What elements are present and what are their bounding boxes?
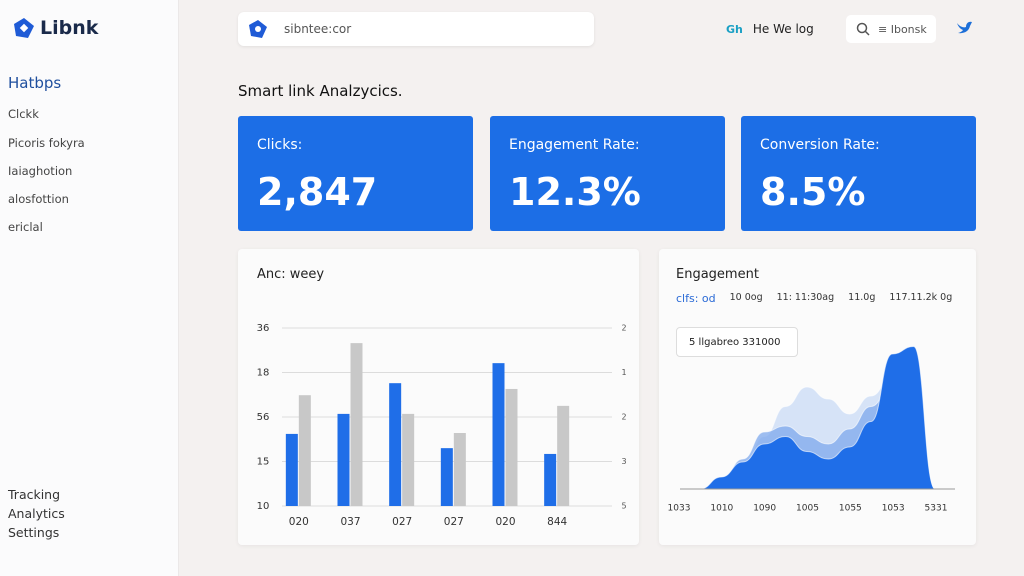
panel-title: Anc: weey bbox=[257, 267, 325, 282]
search-bar[interactable]: sibntee:cor bbox=[238, 12, 594, 46]
header-item: 11.0g bbox=[848, 292, 876, 303]
search-icon bbox=[249, 20, 267, 38]
nav-item[interactable]: ericlal bbox=[8, 220, 43, 234]
x-tick-label: 1053 bbox=[882, 504, 905, 514]
y2-tick-label: 3 bbox=[621, 457, 626, 466]
x-tick-label: 1010 bbox=[710, 504, 733, 514]
page-heading: Smart link Analzycics. bbox=[238, 82, 403, 100]
x-tick-label: 1055 bbox=[839, 504, 862, 514]
user-badge: Gh bbox=[726, 22, 743, 36]
bar bbox=[557, 405, 570, 506]
logo-icon bbox=[14, 18, 34, 38]
y2-tick-label: 2 bbox=[621, 413, 626, 422]
nav-item[interactable]: Iaiaghotion bbox=[8, 164, 73, 178]
bird-icon[interactable] bbox=[955, 18, 973, 36]
header-item: 117.11.2k 0g bbox=[889, 292, 953, 303]
footer-link[interactable]: Settings bbox=[8, 525, 60, 540]
bar bbox=[544, 453, 557, 506]
x-tick-label: 020 bbox=[495, 516, 515, 528]
bar bbox=[492, 363, 505, 506]
bar bbox=[389, 383, 402, 506]
nav-item[interactable]: Picoris fokyra bbox=[8, 136, 85, 150]
stat-card: Conversion Rate: 8.5% bbox=[741, 116, 976, 231]
x-tick-label: 027 bbox=[392, 516, 412, 528]
stat-label: Conversion Rate: bbox=[760, 137, 880, 153]
search-text: sibntee:cor bbox=[284, 22, 352, 36]
area-panel: Engagement clfs: od 10 0og 11: 11:30ag 1… bbox=[659, 249, 976, 545]
y-tick-label: 15 bbox=[257, 457, 270, 468]
bar bbox=[285, 433, 298, 506]
logo[interactable]: Libnk bbox=[12, 16, 98, 40]
y-tick-label: 10 bbox=[257, 501, 270, 512]
sidebar: Libnk Hatbps Clckk Picoris fokyra Iaiagh… bbox=[0, 0, 179, 576]
footer-link[interactable]: Analytics bbox=[8, 506, 65, 521]
stat-value: 8.5% bbox=[760, 170, 866, 214]
bar bbox=[337, 413, 350, 506]
area-chart: 1033 1010 1090 1005 1055 1053 5331 bbox=[668, 345, 955, 514]
nav-item[interactable]: Clckk bbox=[8, 107, 39, 121]
stat-value: 2,847 bbox=[257, 170, 378, 214]
header-item: clfs: od bbox=[676, 292, 716, 305]
logo-text: Libnk bbox=[40, 17, 99, 39]
stat-card: Engagement Rate: 12.3% bbox=[490, 116, 725, 231]
bar bbox=[298, 395, 311, 506]
bar-chart: 10 15 56 18 36 5 3 2 1 2 020 037 027 027 020 844 bbox=[257, 323, 627, 528]
user-name: He We log bbox=[752, 22, 814, 36]
area bbox=[699, 345, 936, 490]
user-menu[interactable]: Gh He We log bbox=[726, 22, 814, 36]
bar bbox=[440, 448, 453, 506]
chart-header: clfs: od 10 0og 11: 11:30ag 11.0g 117.11… bbox=[676, 292, 952, 305]
bar bbox=[505, 388, 518, 506]
x-tick-label: 027 bbox=[444, 516, 464, 528]
magnifier-icon bbox=[856, 22, 870, 36]
secondary-search[interactable]: ≡ Ibonsk bbox=[846, 15, 936, 43]
y-tick-label: 18 bbox=[257, 368, 270, 379]
header-item: 10 0og bbox=[729, 292, 763, 303]
stat-label: Engagement Rate: bbox=[509, 137, 640, 153]
x-tick-label: 037 bbox=[340, 516, 360, 528]
stat-label: Clicks: bbox=[257, 137, 303, 153]
stat-value: 12.3% bbox=[509, 170, 641, 214]
x-tick-label: 1005 bbox=[796, 504, 819, 514]
header-item: 11: 11:30ag bbox=[776, 292, 835, 303]
footer-link[interactable]: Tracking bbox=[8, 487, 61, 502]
bar bbox=[402, 413, 415, 506]
x-tick-label: 1033 bbox=[668, 504, 691, 514]
y-tick-label: 56 bbox=[257, 412, 270, 423]
x-tick-label: 5331 bbox=[925, 504, 948, 514]
y2-tick-label: 2 bbox=[621, 324, 626, 333]
bar bbox=[453, 433, 466, 506]
x-tick-label: 1090 bbox=[753, 504, 776, 514]
y-tick-label: 36 bbox=[257, 323, 270, 334]
x-tick-label: 844 bbox=[547, 516, 567, 528]
bar-panel: Anc: weey 10 15 56 18 36 5 3 2 1 2 020 037 027 027 020… bbox=[238, 249, 639, 545]
tooltip: 5 llgabreo 331000 bbox=[676, 327, 798, 357]
secondary-search-text: ≡ Ibonsk bbox=[878, 22, 927, 36]
y2-tick-label: 5 bbox=[621, 502, 626, 511]
x-tick-label: 020 bbox=[289, 516, 309, 528]
nav-item[interactable]: Hatbps bbox=[8, 74, 62, 92]
bar bbox=[350, 343, 363, 506]
y2-tick-label: 1 bbox=[621, 368, 626, 377]
panel-title: Engagement bbox=[676, 267, 759, 282]
stat-card: Clicks: 2,847 bbox=[238, 116, 473, 231]
nav-item[interactable]: alosfottion bbox=[8, 192, 69, 206]
